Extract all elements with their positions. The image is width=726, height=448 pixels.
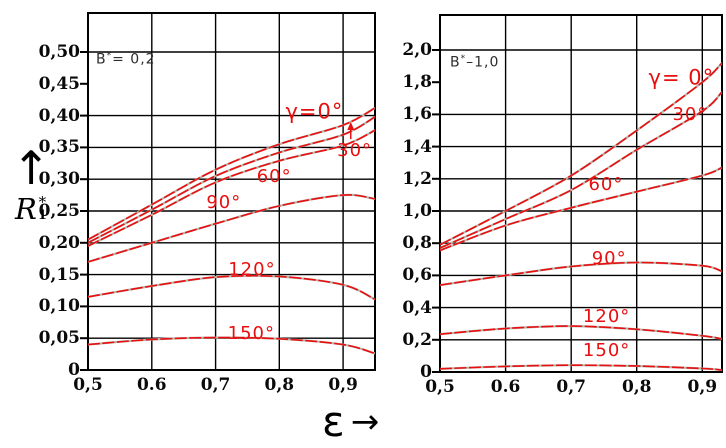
r-symbol: R — [15, 192, 37, 226]
left-chart-curve-gamma-30 — [88, 116, 375, 244]
y-axis-title: ↑ R * 1 — [2, 144, 60, 224]
right-chart-curve-gamma-0 — [440, 62, 722, 246]
left-chart-curves — [88, 107, 375, 355]
right-chart-grid — [432, 15, 722, 373]
param-left-sup: * — [106, 51, 113, 61]
param-label-right: B*–1,0 — [450, 54, 499, 71]
r-subscript: 1 — [37, 208, 47, 223]
epsilon-symbol: ε — [322, 397, 345, 446]
param-left-value: = 0,2 — [112, 51, 156, 68]
r-scripts: * 1 — [37, 193, 47, 223]
y-axis-symbol: R * 1 — [2, 194, 60, 224]
r-superscript: * — [38, 193, 47, 211]
param-left-base: B — [96, 51, 107, 68]
left-chart-curve-gamma-90 — [88, 194, 375, 263]
right-chart-curves — [440, 62, 722, 372]
curve-underlay — [88, 193, 375, 263]
curve-underlay — [88, 274, 375, 301]
right-chart-curve-gamma-90 — [440, 261, 722, 286]
left-chart-curve-gamma-0 — [88, 107, 375, 241]
right-arrow-icon: → — [350, 402, 380, 442]
annotation-arrow-icon — [347, 121, 355, 140]
param-right-sup: * — [460, 54, 467, 64]
left-chart-curve-gamma-60 — [88, 129, 375, 247]
left-chart-curve-gamma-120 — [88, 274, 375, 301]
up-arrow-icon: ↑ — [11, 141, 51, 195]
left-chart-curve-gamma-150 — [88, 336, 375, 355]
param-label-left: B*= 0,2 — [96, 51, 156, 68]
curve-underlay — [88, 336, 375, 355]
right-chart-border — [439, 14, 723, 373]
right-chart-curve-gamma-120 — [440, 325, 722, 340]
curve-underlay — [440, 166, 722, 252]
right-chart-curve-gamma-30 — [440, 91, 722, 249]
right-chart-curve-gamma-60 — [440, 166, 722, 252]
curve-underlay — [440, 62, 722, 246]
left-chart-border — [87, 12, 376, 371]
x-axis-title: ε → — [322, 400, 379, 444]
right-chart-curve-gamma-150 — [440, 364, 722, 371]
param-right-base: B — [450, 54, 461, 71]
param-right-value: –1,0 — [466, 54, 500, 71]
